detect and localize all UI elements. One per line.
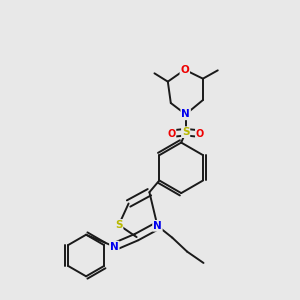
Text: N: N [181,109,190,119]
Text: N: N [110,242,119,252]
Text: N: N [153,221,162,231]
Text: O: O [180,65,189,75]
Text: O: O [167,129,175,139]
Text: S: S [115,220,122,230]
Text: S: S [182,127,189,137]
Text: O: O [196,129,204,139]
